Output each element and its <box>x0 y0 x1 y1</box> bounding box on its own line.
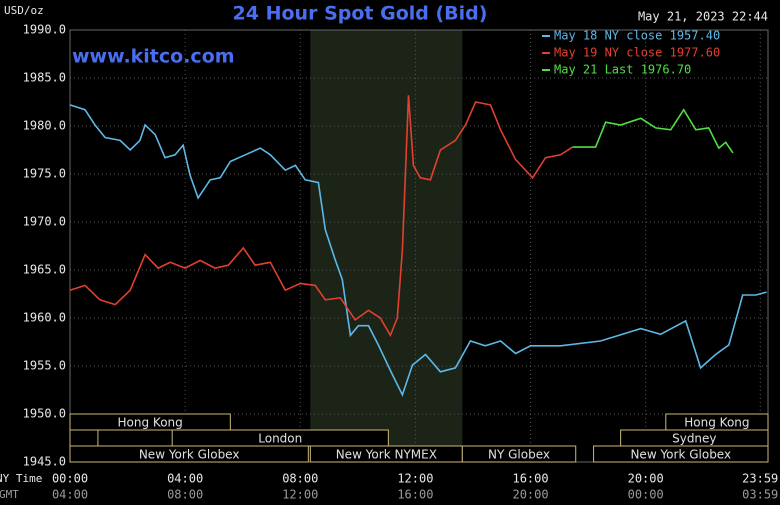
x2-axis-label: GMT <box>0 488 19 501</box>
session-bar <box>69 445 309 463</box>
session-bar <box>69 413 231 431</box>
session-label: New York NYMEX <box>336 448 437 462</box>
session-bar <box>461 445 577 463</box>
x2-tick-label: 16:00 <box>397 488 433 502</box>
y-axis-label: USD/oz <box>4 4 44 17</box>
session-label: Sydney <box>672 432 716 446</box>
series-line <box>572 108 734 154</box>
session-label: NY Globex <box>488 448 550 462</box>
x-tick-label: 00:00 <box>52 472 88 486</box>
y-tick-label: 1955.0 <box>23 359 66 373</box>
shaded-region <box>310 30 463 462</box>
session-label: Hong Kong <box>118 416 183 430</box>
legend-label: May 21 Last 1976.70 <box>554 63 691 77</box>
series-line <box>69 104 767 397</box>
y-tick-label: 1975.0 <box>23 167 66 181</box>
y-tick-label: 1970.0 <box>23 215 66 229</box>
y-tick-label: 1985.0 <box>23 71 66 85</box>
x2-tick-label: 03:59 <box>742 488 778 502</box>
y-tick-label: 1990.0 <box>23 23 66 37</box>
session-label: London <box>258 432 302 446</box>
session-label: New York Globex <box>139 448 240 462</box>
y-tick-label: 1980.0 <box>23 119 66 133</box>
y-tick-label: 1950.0 <box>23 407 66 421</box>
session-label: New York Globex <box>630 448 731 462</box>
x-tick-label: 04:00 <box>167 472 203 486</box>
x-tick-label: 16:00 <box>512 472 548 486</box>
x-tick-label: 20:00 <box>628 472 664 486</box>
y-tick-label: 1960.0 <box>23 311 66 325</box>
timestamp: May 21, 2023 22:44 <box>638 10 768 24</box>
y-tick-label: 1965.0 <box>23 263 66 277</box>
session-bar <box>69 429 99 447</box>
x-tick-label: 08:00 <box>282 472 318 486</box>
x-tick-label: 12:00 <box>397 472 433 486</box>
x2-tick-label: 12:00 <box>282 488 318 502</box>
chart-title: 24 Hour Spot Gold (Bid) <box>233 3 488 25</box>
x2-tick-label: 08:00 <box>167 488 203 502</box>
x2-tick-label: 04:00 <box>52 488 88 502</box>
x-tick-label: 23:59 <box>742 472 778 486</box>
series-line <box>69 95 574 338</box>
watermark: www.kitco.com <box>72 46 235 68</box>
legend-label: May 18 NY close 1957.40 <box>554 29 720 43</box>
legend-label: May 19 NY close 1977.60 <box>554 46 720 60</box>
session-bar <box>593 445 769 463</box>
session-label: Hong Kong <box>684 416 749 430</box>
x-axis-label: NY Time <box>0 472 42 485</box>
y-tick-label: 1945.0 <box>23 455 66 469</box>
x2-tick-label: 00:00 <box>628 488 664 502</box>
x2-tick-label: 20:00 <box>512 488 548 502</box>
